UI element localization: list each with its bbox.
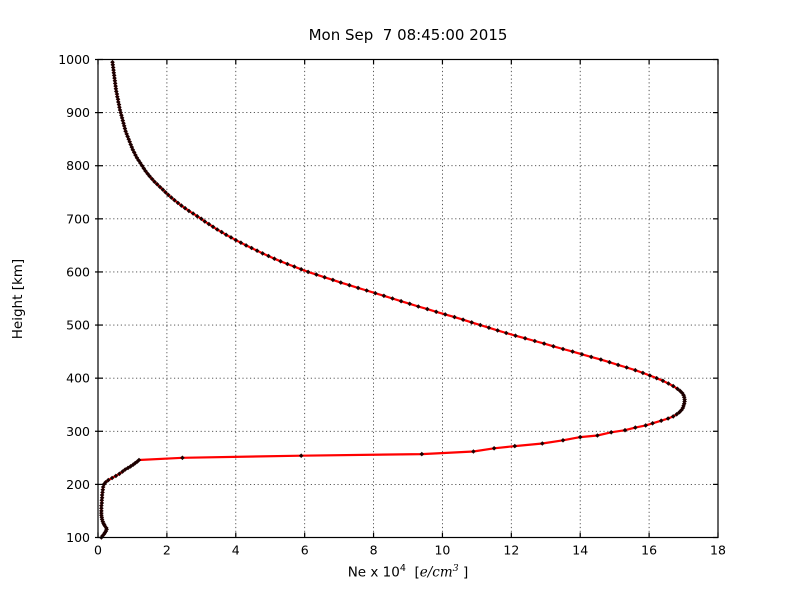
data-series <box>99 59 687 540</box>
x-tick-label: 10 <box>434 543 450 558</box>
x-axis-unit-close-bracket: ] <box>458 564 469 581</box>
y-tick-label: 900 <box>66 105 90 120</box>
x-tick-label: 6 <box>301 543 309 558</box>
x-axis-unit-exponent: 3 <box>452 563 459 574</box>
grid-lines <box>98 59 718 538</box>
y-tick-label: 1000 <box>58 52 90 67</box>
x-axis-unit-open-bracket: [ <box>405 564 420 581</box>
chart-title: Mon Sep 7 08:45:00 2015 <box>308 26 508 44</box>
x-axis-label: Ne x 104 [e/cm3 ] <box>98 563 718 581</box>
x-axis-unit-math: e/cm <box>419 564 453 581</box>
tick-labels: 0 2 4 6 8 10 12 14 16 18 100 200 300 400 500 600 700 800 9… <box>58 52 726 558</box>
y-tick-label: 100 <box>66 530 90 545</box>
x-tick-label: 14 <box>572 543 588 558</box>
profile-markers <box>99 59 687 540</box>
x-tick-label: 18 <box>710 543 726 558</box>
y-tick-label: 700 <box>66 211 90 226</box>
y-tick-label: 500 <box>66 318 90 333</box>
axes-frame <box>95 58 719 539</box>
plot-border <box>97 58 719 539</box>
x-tick-label: 8 <box>370 543 378 558</box>
x-tick-label: 0 <box>94 543 102 558</box>
x-tick-label: 12 <box>503 543 519 558</box>
x-tick-label: 16 <box>641 543 657 558</box>
x-axis-label-prefix: Ne x 10 <box>347 564 400 581</box>
x-tick-label: 4 <box>232 543 240 558</box>
y-tick-label: 600 <box>66 264 90 279</box>
y-tick-label: 800 <box>66 158 90 173</box>
y-axis-label: Height [km] <box>10 258 26 340</box>
x-axis-label-exponent: 4 <box>399 563 406 574</box>
y-tick-label: 300 <box>66 424 90 439</box>
x-tick-label: 2 <box>163 543 171 558</box>
y-tick-label: 400 <box>66 371 90 386</box>
y-tick-label: 200 <box>66 477 90 492</box>
